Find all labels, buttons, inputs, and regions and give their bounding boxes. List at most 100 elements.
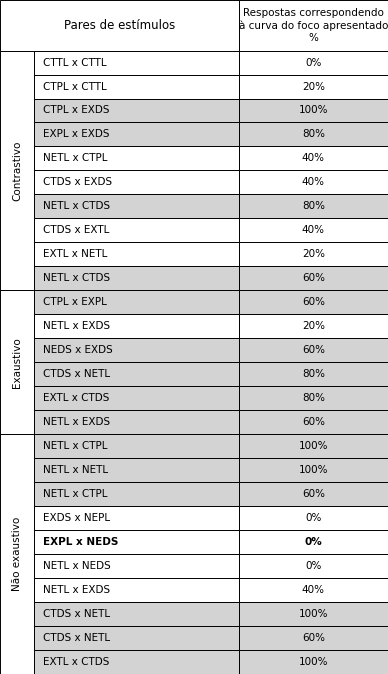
Bar xyxy=(0,290,34,434)
Bar xyxy=(34,218,239,243)
Bar xyxy=(34,243,239,266)
Bar xyxy=(239,482,388,506)
Text: 20%: 20% xyxy=(302,321,325,332)
Text: 80%: 80% xyxy=(302,202,325,212)
Bar xyxy=(239,578,388,602)
Text: Não exaustivo: Não exaustivo xyxy=(12,517,22,591)
Text: CTPL x CTTL: CTPL x CTTL xyxy=(43,82,106,92)
Bar xyxy=(239,506,388,530)
Text: NETL x CTPL: NETL x CTPL xyxy=(43,489,107,499)
Bar xyxy=(239,602,388,626)
Bar xyxy=(34,194,239,218)
Bar xyxy=(34,266,239,290)
Bar xyxy=(239,386,388,410)
Bar xyxy=(239,434,388,458)
Bar xyxy=(239,123,388,146)
Bar xyxy=(239,98,388,123)
Text: EXTL x NETL: EXTL x NETL xyxy=(43,249,107,259)
Text: CTPL x EXDS: CTPL x EXDS xyxy=(43,106,109,115)
Bar xyxy=(34,410,239,434)
Text: 0%: 0% xyxy=(305,537,322,547)
Bar xyxy=(239,554,388,578)
Bar xyxy=(34,554,239,578)
Text: CTDS x NETL: CTDS x NETL xyxy=(43,633,110,643)
Text: 80%: 80% xyxy=(302,393,325,403)
Text: 40%: 40% xyxy=(302,177,325,187)
Bar xyxy=(239,626,388,650)
Bar xyxy=(34,123,239,146)
Bar xyxy=(34,650,239,674)
Bar xyxy=(0,51,34,290)
Bar xyxy=(34,458,239,482)
Bar xyxy=(34,530,239,554)
Text: NETL x EXDS: NETL x EXDS xyxy=(43,417,110,427)
Text: Pares de estímulos: Pares de estímulos xyxy=(64,19,175,32)
Text: EXPL x EXDS: EXPL x EXDS xyxy=(43,129,109,140)
Text: 80%: 80% xyxy=(302,129,325,140)
Text: CTPL x EXPL: CTPL x EXPL xyxy=(43,297,107,307)
Text: NETL x NETL: NETL x NETL xyxy=(43,465,108,475)
Text: 0%: 0% xyxy=(305,57,322,67)
Bar xyxy=(239,171,388,194)
Bar xyxy=(239,266,388,290)
Text: EXPL x NEDS: EXPL x NEDS xyxy=(43,537,118,547)
Text: EXDS x NEPL: EXDS x NEPL xyxy=(43,513,110,523)
Text: EXTL x CTDS: EXTL x CTDS xyxy=(43,393,109,403)
Bar xyxy=(239,338,388,362)
Text: CTDS x NETL: CTDS x NETL xyxy=(43,609,110,619)
Bar xyxy=(239,458,388,482)
Text: 20%: 20% xyxy=(302,249,325,259)
Text: Contrastivo: Contrastivo xyxy=(12,140,22,201)
Bar xyxy=(239,75,388,98)
Text: 60%: 60% xyxy=(302,633,325,643)
Text: NETL x CTPL: NETL x CTPL xyxy=(43,441,107,451)
Bar xyxy=(239,650,388,674)
Text: 100%: 100% xyxy=(298,609,328,619)
Text: 0%: 0% xyxy=(305,513,322,523)
Bar xyxy=(239,530,388,554)
Bar xyxy=(34,386,239,410)
Bar xyxy=(239,243,388,266)
Bar xyxy=(34,290,239,314)
Text: CTDS x EXTL: CTDS x EXTL xyxy=(43,225,109,235)
Bar xyxy=(34,314,239,338)
Text: Exaustivo: Exaustivo xyxy=(12,337,22,388)
Text: 100%: 100% xyxy=(298,106,328,115)
Bar xyxy=(34,171,239,194)
Text: NEDS x EXDS: NEDS x EXDS xyxy=(43,345,113,355)
Text: NETL x EXDS: NETL x EXDS xyxy=(43,585,110,595)
Text: NETL x EXDS: NETL x EXDS xyxy=(43,321,110,332)
Text: 40%: 40% xyxy=(302,585,325,595)
Text: 80%: 80% xyxy=(302,369,325,379)
Text: Respostas correspondendo
à curva do foco apresentado
%: Respostas correspondendo à curva do foco… xyxy=(239,7,388,43)
Text: 100%: 100% xyxy=(298,657,328,667)
Text: 40%: 40% xyxy=(302,225,325,235)
Bar xyxy=(239,218,388,243)
Text: 60%: 60% xyxy=(302,297,325,307)
Bar xyxy=(239,290,388,314)
Text: EXTL x CTDS: EXTL x CTDS xyxy=(43,657,109,667)
Text: NETL x CTDS: NETL x CTDS xyxy=(43,274,110,283)
Text: CTDS x EXDS: CTDS x EXDS xyxy=(43,177,112,187)
Text: 0%: 0% xyxy=(305,561,322,571)
Text: 60%: 60% xyxy=(302,417,325,427)
Text: 20%: 20% xyxy=(302,82,325,92)
Bar xyxy=(34,146,239,171)
Text: CTTL x CTTL: CTTL x CTTL xyxy=(43,57,106,67)
Text: CTDS x NETL: CTDS x NETL xyxy=(43,369,110,379)
Bar xyxy=(34,602,239,626)
Text: NETL x CTDS: NETL x CTDS xyxy=(43,202,110,212)
Bar xyxy=(34,578,239,602)
Bar xyxy=(34,51,239,75)
Text: 60%: 60% xyxy=(302,274,325,283)
Bar xyxy=(34,98,239,123)
Bar xyxy=(34,482,239,506)
Text: NETL x NEDS: NETL x NEDS xyxy=(43,561,111,571)
Bar xyxy=(34,626,239,650)
Bar xyxy=(239,410,388,434)
Text: 100%: 100% xyxy=(298,441,328,451)
Text: NETL x CTPL: NETL x CTPL xyxy=(43,154,107,164)
Bar xyxy=(0,0,239,51)
Bar xyxy=(239,51,388,75)
Bar xyxy=(239,0,388,51)
